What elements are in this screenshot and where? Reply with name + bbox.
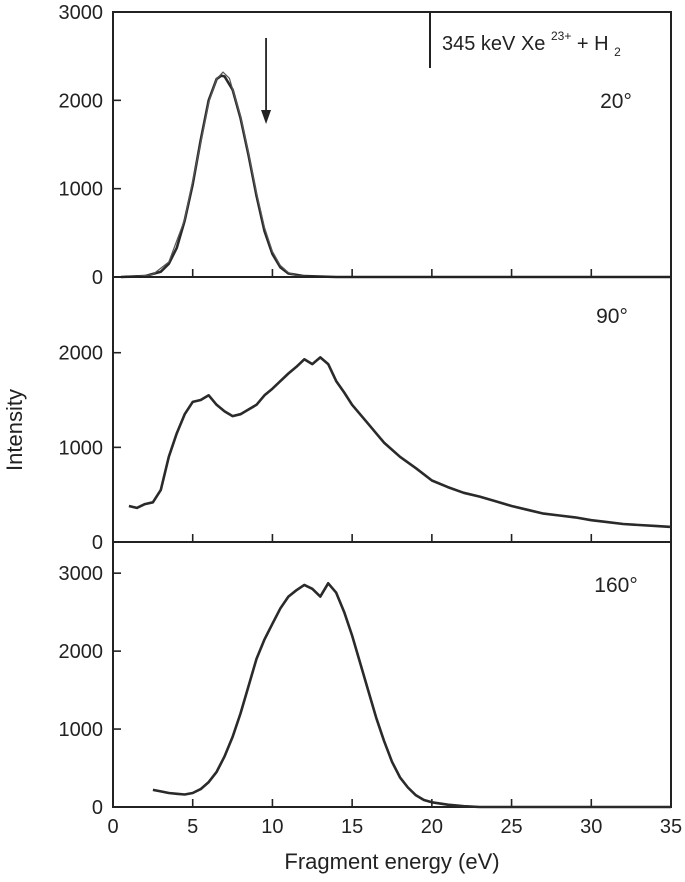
panel-top-y-tick-label: 2000 (59, 90, 104, 112)
x-tick-label: 10 (261, 816, 283, 838)
x-tick-label: 15 (341, 816, 363, 838)
panel-bottom-frame (112, 541, 672, 808)
panel-middle-angle-label: 90° (596, 305, 628, 328)
panel-bottom-angle-label: 160° (594, 574, 637, 597)
legend-text-superscript: 23+ (551, 29, 571, 43)
legend-text: 345 keV Xe 23+ + H 2 (442, 23, 621, 59)
x-tick-label: 0 (107, 816, 118, 838)
panel-top-data-series (120, 74, 671, 279)
x-tick-label: 5 (187, 816, 198, 838)
panel-top-y-tick-label: 0 (92, 267, 103, 289)
panel-top-y-tick-label: 3000 (59, 2, 104, 24)
panel-top: 20° 345 keV Xe 23+ + H 2 0 1000 2000 3000 (59, 2, 672, 289)
panel-bottom: 160° 0 5 10 15 20 25 30 35 0 1000 2000 3000 (59, 541, 682, 838)
panel-bottom-data-series (152, 581, 671, 809)
legend-text-subscript: 2 (614, 45, 621, 59)
x-tick-label: 30 (580, 816, 602, 838)
x-tick-label: 20 (421, 816, 443, 838)
panel-middle: 90° 0 1000 2000 (59, 276, 672, 554)
x-tick-label: 35 (660, 816, 682, 838)
panel-bottom-y-tick-label: 1000 (59, 719, 104, 741)
legend: 345 keV Xe 23+ + H 2 (429, 12, 621, 68)
panel-top-y-tick-label: 1000 (59, 179, 104, 201)
arrow-marker (261, 38, 272, 124)
panel-bottom-y-tick-label: 2000 (59, 641, 104, 663)
panel-top-angle-label: 20° (600, 90, 632, 113)
legend-text-plus: + H (577, 33, 609, 55)
y-axis-label: Intensity (2, 389, 27, 471)
panel-top-fit-curve (136, 71, 313, 278)
panel-bottom-y-tick-label: 3000 (59, 563, 104, 585)
panel-middle-y-tick-label: 1000 (59, 437, 104, 459)
x-axis-label: Fragment energy (eV) (284, 849, 499, 874)
panel-middle-y-tick-label: 0 (92, 532, 103, 554)
panel-middle-data-series (128, 356, 672, 529)
arrow-head (261, 110, 272, 124)
panel-bottom-y-tick-label: 0 (92, 797, 103, 819)
legend-text-main: 345 keV Xe (442, 33, 545, 55)
x-tick-label: 25 (500, 816, 522, 838)
panel-middle-frame (112, 276, 672, 543)
panel-middle-y-tick-label: 2000 (59, 343, 104, 365)
